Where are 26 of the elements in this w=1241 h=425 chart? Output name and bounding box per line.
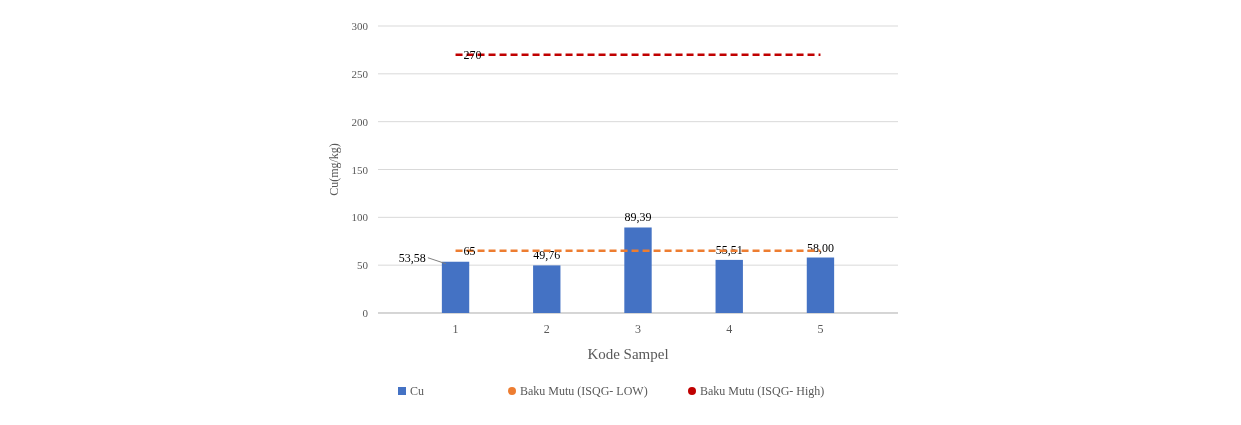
y-tick-label: 100 <box>351 211 369 224</box>
y-tick-label: 150 <box>351 163 369 176</box>
y-tick-label: 0 <box>362 307 369 319</box>
y-tick-label: 200 <box>351 115 369 128</box>
y-tick-label: 250 <box>351 67 369 80</box>
y-axis-title: Cu(mg/kg) <box>327 143 341 196</box>
x-tick-label: 3 <box>635 322 641 336</box>
y-tick-label: 50 <box>357 259 369 272</box>
legend-label: Cu <box>410 384 425 398</box>
bar <box>441 261 470 313</box>
legend-label: Baku Mutu (ISQG- High) <box>700 384 825 398</box>
data-label: 65 <box>463 243 476 258</box>
data-label: 270 <box>463 47 482 62</box>
data-label: 53,58 <box>398 250 426 265</box>
x-tick-label: 1 <box>452 322 459 336</box>
bar <box>715 259 743 313</box>
data-label: 89,39 <box>624 210 652 225</box>
bar <box>624 227 652 313</box>
x-tick-label: 5 <box>817 322 824 336</box>
y-tick-label: 300 <box>351 20 369 32</box>
x-tick-label: 2 <box>543 322 550 336</box>
bar <box>806 257 835 313</box>
legend-label: Baku Mutu (ISQG- LOW) <box>520 384 648 398</box>
x-tick-label: 4 <box>726 322 733 336</box>
x-axis-title: Kode Sampel <box>587 346 669 362</box>
bar <box>533 265 561 313</box>
